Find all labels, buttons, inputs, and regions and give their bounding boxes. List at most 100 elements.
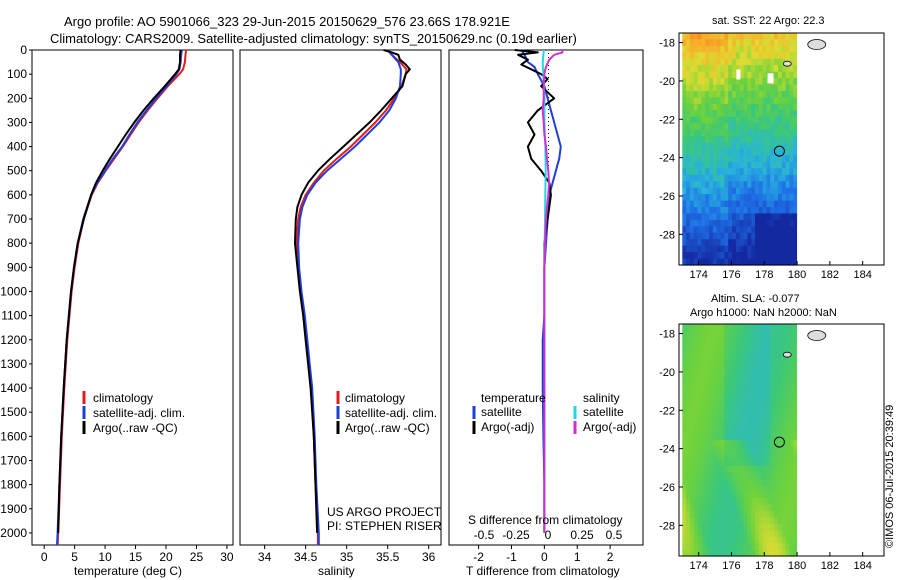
sst-cell <box>724 110 729 118</box>
sla-cell <box>739 382 745 389</box>
sst-cell <box>766 207 771 214</box>
sst-cell <box>701 232 706 240</box>
sst-cell <box>728 213 733 221</box>
sst-cell <box>712 71 718 79</box>
sla-map-title-1: Altim. SLA: -0.077 <box>711 293 800 305</box>
sla-cell <box>785 401 790 409</box>
sla-cell <box>689 523 695 531</box>
sst-cell <box>793 168 798 176</box>
sla-cell <box>735 375 741 383</box>
sst-cell <box>747 52 752 60</box>
sla-cell <box>766 427 771 435</box>
sst-cell <box>735 129 741 137</box>
sla-cell <box>789 549 794 557</box>
sla-cell <box>693 356 699 364</box>
sla-cell <box>762 336 767 344</box>
sla-cell <box>682 498 687 505</box>
sla-cell <box>770 485 775 493</box>
sst-cell <box>766 213 771 221</box>
sla-cell <box>766 407 771 415</box>
sst-cell <box>789 168 794 176</box>
sla-cell <box>686 401 691 409</box>
sla-cell <box>789 356 794 364</box>
sst-cell <box>686 136 691 144</box>
sla-cell <box>766 485 771 493</box>
sla-cell <box>728 510 733 518</box>
sst-cell <box>739 71 745 79</box>
temperature-panel: 0100200300400500600700800900100011001200… <box>0 43 234 578</box>
sst-cell <box>747 136 752 144</box>
sst-cell <box>793 45 798 53</box>
sst-cell <box>732 174 737 182</box>
sst-cell <box>774 142 779 150</box>
sst-cell <box>716 174 722 182</box>
sla-cell <box>697 414 702 422</box>
sst-cell <box>747 232 752 240</box>
sla-cell <box>755 504 760 512</box>
sst-cell <box>739 33 745 40</box>
sst-cell <box>743 200 748 208</box>
sst-cell <box>762 181 767 189</box>
sst-cell <box>732 252 737 260</box>
sla-cell <box>785 491 790 499</box>
sla-cell <box>774 336 779 344</box>
sla-cell <box>705 549 710 557</box>
sst-cell <box>785 252 790 260</box>
sla-cell <box>751 523 756 531</box>
sst-cell <box>789 58 794 66</box>
sla-cell <box>770 433 775 441</box>
sla-cell <box>777 375 783 383</box>
sst-cell <box>689 65 695 73</box>
sst-cell <box>758 239 764 247</box>
sst-cell <box>755 155 760 163</box>
sst-cell <box>766 110 771 118</box>
sst-cell <box>716 226 722 234</box>
sla-cell <box>758 369 764 377</box>
sla-cell <box>789 427 794 435</box>
sst-cell <box>785 123 790 131</box>
sla-cell <box>701 388 706 396</box>
sla-cell <box>789 388 794 396</box>
sla-cell <box>758 349 764 357</box>
sst-field <box>682 33 884 266</box>
sst-cell <box>770 136 775 144</box>
sla-cell <box>793 427 798 435</box>
sst-cell <box>766 155 771 163</box>
sla-cell <box>777 349 783 357</box>
sst-cell <box>686 187 691 195</box>
sst-cell <box>781 103 787 111</box>
sla-cell <box>751 536 756 544</box>
sla-cell <box>724 510 729 518</box>
sla-cell <box>728 543 733 551</box>
x-tick-label: 25 <box>190 550 204 564</box>
sla-cell <box>686 536 691 544</box>
sla-cell <box>705 324 710 331</box>
fiji-island <box>807 330 827 341</box>
sst-cell <box>724 78 729 86</box>
sla-cell <box>774 330 779 338</box>
sla-cell <box>793 362 798 370</box>
sla-cell <box>758 433 764 441</box>
sst-cell <box>712 116 718 124</box>
sst-cell <box>739 239 745 247</box>
sst-cell <box>701 258 706 266</box>
sla-cell <box>716 472 722 480</box>
sla-cell <box>735 362 741 370</box>
sla-cell <box>743 517 748 525</box>
sst-cell <box>682 168 687 176</box>
sst-cell <box>693 200 699 208</box>
sla-cell <box>697 485 702 493</box>
sla-cell <box>735 388 741 396</box>
sla-cell <box>735 491 741 499</box>
sla-cell <box>712 427 718 435</box>
sla-cell <box>774 401 779 409</box>
sst-cell <box>728 187 733 195</box>
sla-cell <box>781 388 787 396</box>
sst-cell <box>735 149 741 156</box>
sla-cell <box>789 382 794 389</box>
sla-cell <box>766 536 771 544</box>
depth-tick-label: 100 <box>7 67 27 81</box>
sst-cell <box>762 39 767 47</box>
sst-cell <box>762 200 767 208</box>
sst-cell <box>751 45 756 53</box>
